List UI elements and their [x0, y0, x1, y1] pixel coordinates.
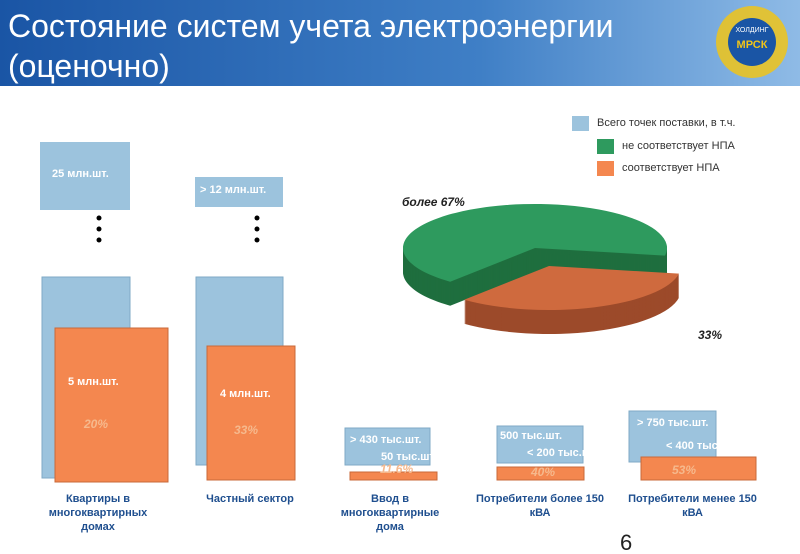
pie-label: 33% — [698, 328, 723, 342]
total: 25 млн.шт. — [52, 168, 109, 180]
page-number: 6 — [620, 530, 633, 554]
total: > 12 млн.шт. — [200, 184, 267, 196]
logo: ХОЛДИНГ МРСК — [716, 6, 788, 78]
total: 500 тыс.шт. — [500, 430, 563, 442]
pie-slice — [464, 266, 679, 311]
share: 33% — [234, 423, 259, 437]
legend-entry: соответствует НПА — [622, 162, 720, 174]
share: 53% — [672, 463, 697, 477]
legend-entry: Всего точек поставки, в т.ч. — [597, 117, 736, 129]
boxes — [40, 142, 757, 483]
logo-text: МРСК — [737, 39, 768, 51]
part: < 200 тыс.шт. — [527, 447, 599, 459]
legend-swatches — [572, 116, 614, 176]
category: Потребители менее 150 кВА — [628, 493, 757, 519]
title: Состояние систем учета электроэнергии (о… — [8, 8, 614, 84]
part: 5 млн.шт. — [68, 376, 119, 388]
category: Квартиры в многоквартирных домах — [48, 493, 148, 533]
category: Потребители более 150 кВА — [475, 493, 605, 519]
category: Частный сектор — [206, 493, 294, 505]
share: 11.6% — [380, 462, 414, 476]
part: 50 тыс.шт. — [381, 451, 437, 463]
pie-slice — [402, 204, 667, 282]
total: > 430 тыс.шт. — [350, 434, 422, 446]
share: 20% — [84, 417, 109, 431]
part: 4 млн.шт. — [220, 388, 271, 400]
category: Ввод в многоквартирные дома — [340, 493, 440, 533]
logo-top: ХОЛДИНГ — [735, 27, 768, 34]
pie — [402, 204, 679, 335]
pie-label: более 67% — [402, 195, 465, 209]
legend-entry: не соответствует НПА — [622, 140, 735, 152]
total: > 750 тыс.шт. — [637, 417, 709, 429]
share: 40% — [531, 465, 556, 479]
part: < 400 тыс.шт. — [666, 440, 738, 452]
title-band — [0, 0, 800, 86]
